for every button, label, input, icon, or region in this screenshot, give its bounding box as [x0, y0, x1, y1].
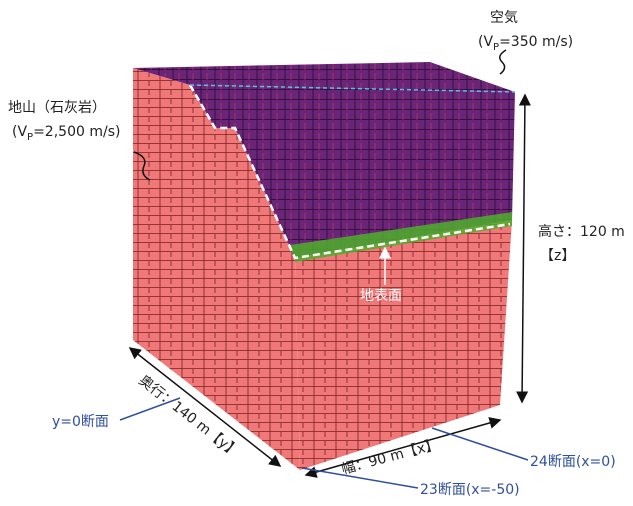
front-face: [295, 220, 512, 470]
text: =2,500 m/s): [33, 124, 120, 140]
rock-label: 地山（石灰岩）: [8, 100, 106, 116]
section-label: 23断面(x=-50): [420, 482, 520, 498]
height-arrow: [522, 95, 525, 402]
text: (V: [478, 34, 493, 50]
section-label: 24断面(x=0): [530, 454, 616, 470]
air-label: 空気: [490, 10, 518, 26]
rock-velocity: (VP=2,500 m/s): [12, 124, 120, 143]
text: =350 m/s): [499, 34, 573, 50]
text: (V: [12, 124, 27, 140]
height-label: 高さ：120 m: [538, 223, 625, 240]
section-label: y=0断面: [52, 414, 109, 430]
surface-label: 地表面: [360, 288, 402, 304]
height-axis: 【z】: [540, 248, 575, 264]
air-leader: [500, 50, 506, 74]
section-leader: [432, 428, 528, 460]
diagram: 空気 (VP=350 m/s) 地山（石灰岩） (VP=2,500 m/s) 高…: [0, 0, 633, 502]
air-velocity: (VP=350 m/s): [478, 34, 573, 53]
